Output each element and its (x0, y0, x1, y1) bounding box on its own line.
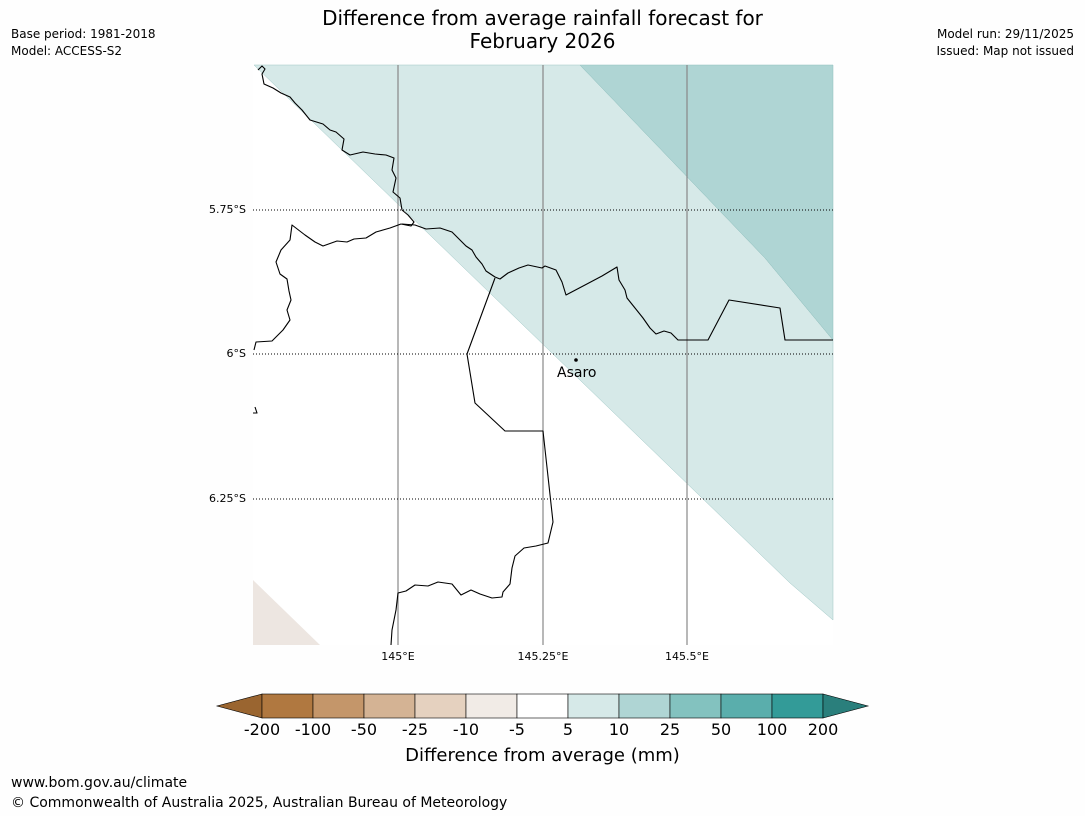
boundary-north-west (253, 65, 415, 351)
colorbar-tick-label: 25 (659, 720, 681, 739)
colorbar-tick-label: -25 (401, 720, 429, 739)
boundary-fragment-west (253, 406, 258, 414)
footer-url: www.bom.gov.au/climate (11, 775, 188, 791)
boundary-south (390, 277, 554, 646)
province-boundaries (253, 65, 833, 646)
issued-status: Issued: Map not issued (936, 44, 1074, 58)
colorbar-bin (465, 693, 518, 719)
colorbar-tick-label: 200 (807, 720, 839, 739)
colorbar-title: Difference from average (mm) (405, 745, 680, 766)
colorbar-bin (618, 693, 671, 719)
lon-label-145-5e: 145.5°E (665, 650, 709, 663)
colorbar-extend-low (215, 693, 263, 719)
colorbar-extend-high (822, 693, 870, 719)
colorbar-bin (516, 693, 569, 719)
colorbar-bin (771, 693, 824, 719)
colorbar-tick-label: -100 (294, 720, 332, 739)
colorbar-tick-label: 5 (562, 720, 574, 739)
region-minus-10-minus-5mm (253, 580, 320, 645)
colorbar-tick-label: -50 (350, 720, 378, 739)
colorbar-tick-label: -10 (452, 720, 480, 739)
lon-label-145e: 145°E (381, 650, 415, 663)
colorbar-bin (567, 693, 620, 719)
model-run: Model run: 29/11/2025 (936, 27, 1074, 41)
run-info: Model run: 29/11/2025 Issued: Map not is… (936, 26, 1074, 60)
boundary-central (401, 223, 833, 341)
town-label-asaro: Asaro (557, 365, 597, 381)
colorbar-tick-label: -200 (243, 720, 281, 739)
lon-label-145-25e: 145.25°E (517, 650, 569, 663)
colorbar (215, 693, 870, 719)
colorbar-bin (720, 693, 773, 719)
colorbar-tick-label: 50 (710, 720, 732, 739)
map-title: Difference from average rainfall forecas… (0, 7, 1085, 53)
colorbar-bin (261, 693, 314, 719)
title-line-2: February 2026 (469, 29, 616, 53)
lat-label-6-25s: 6.25°S (209, 492, 246, 505)
colorbar-tick-label: 100 (756, 720, 788, 739)
colorbar-bin (363, 693, 416, 719)
lat-label-5-75s: 5.75°S (209, 203, 246, 216)
town-marker-asaro (574, 358, 578, 362)
colorbar-bin (669, 693, 722, 719)
colorbar-tick-label: 10 (608, 720, 630, 739)
colorbar-bin (414, 693, 467, 719)
model-name: Model: ACCESS-S2 (11, 44, 123, 58)
colorbar-bin (312, 693, 365, 719)
colorbar-tick-label: -5 (509, 720, 525, 739)
title-line-1: Difference from average rainfall forecas… (322, 6, 763, 30)
model-info: Base period: 1981-2018 Model: ACCESS-S2 (11, 26, 156, 60)
lat-label-6s: 6°S (226, 347, 246, 360)
base-period: Base period: 1981-2018 (11, 27, 156, 41)
footer-copyright: © Commonwealth of Australia 2025, Austra… (11, 795, 508, 811)
